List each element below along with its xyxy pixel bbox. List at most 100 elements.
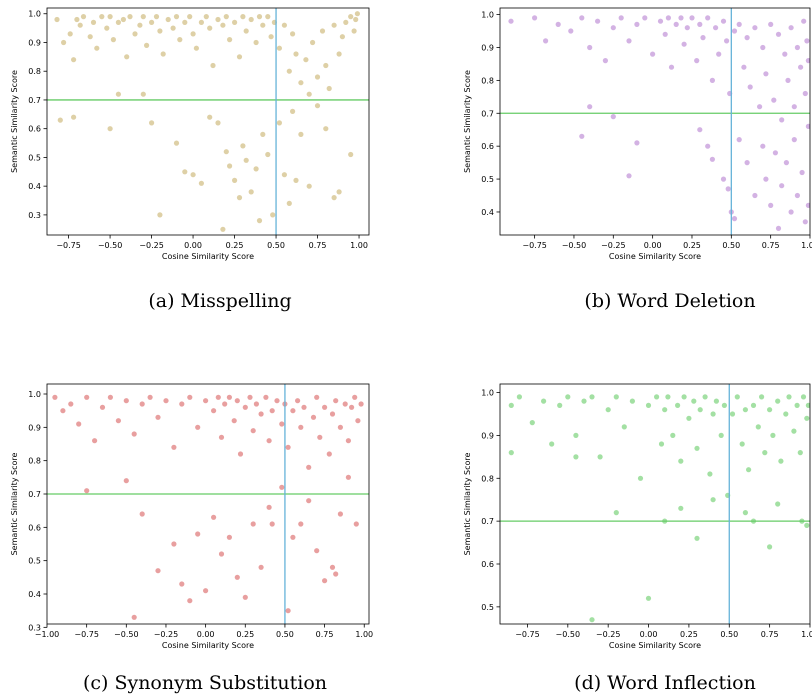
y-tick-label: 0.4	[28, 590, 41, 599]
scatter-point	[786, 394, 792, 400]
x-tick-label: 0.75	[316, 630, 334, 639]
scatter-point	[115, 418, 121, 424]
scatter-point	[691, 398, 697, 404]
x-tick-label: −0.75	[74, 630, 99, 639]
scatter-point	[60, 408, 66, 414]
scatter-point	[645, 402, 652, 408]
scatter-point	[266, 438, 272, 444]
scatter-point	[131, 614, 137, 620]
y-tick-label: 1.0	[28, 390, 41, 399]
scatter-point	[211, 408, 217, 414]
scatter-point	[785, 77, 791, 83]
scatter-point	[236, 195, 243, 201]
scatter-point	[195, 531, 201, 537]
y-axis-label: Semantic Similarity Score	[463, 453, 472, 556]
scatter-point	[799, 169, 805, 176]
scatter-point	[565, 394, 571, 400]
scatter-point	[54, 16, 60, 23]
scatter-point	[173, 140, 180, 146]
scatter-point	[662, 31, 668, 37]
scatter-point	[306, 498, 312, 504]
scatter-point	[227, 163, 233, 169]
scatter-point	[301, 404, 307, 410]
scatter-point	[358, 401, 364, 407]
scatter-point	[160, 51, 166, 57]
scatter-point	[709, 156, 716, 162]
y-tick-label: 0.3	[28, 623, 41, 632]
scatter-point	[508, 18, 514, 24]
scatter-point	[629, 398, 636, 404]
scatter-point	[779, 183, 785, 189]
scatter-point	[686, 415, 692, 421]
scatter-point	[731, 28, 738, 34]
scatter-point	[268, 34, 274, 40]
x-tick-label: 0.00	[640, 630, 658, 639]
scatter-point	[529, 420, 535, 426]
scatter-point	[298, 131, 304, 137]
y-tick-label: 1.0	[481, 11, 494, 20]
x-tick-label: 0.25	[680, 630, 698, 639]
y-tick-label: 0.6	[28, 125, 41, 134]
scatter-point	[788, 209, 794, 215]
scatter-point	[768, 202, 774, 208]
scatter-point	[587, 104, 593, 110]
scatter-point	[222, 401, 228, 407]
scatter-point	[76, 421, 82, 427]
scatter-point	[107, 394, 113, 400]
scatter-point	[681, 41, 687, 47]
scatter-point	[61, 39, 67, 46]
scatter-point	[348, 14, 354, 20]
scatter-point	[742, 407, 749, 413]
scatter-point	[805, 202, 810, 208]
scatter-point	[741, 64, 747, 70]
scatter-point	[662, 407, 668, 413]
scatter-point	[532, 15, 538, 21]
scatter-point	[144, 42, 150, 49]
scatter-point	[132, 31, 138, 37]
scatter-point	[265, 14, 271, 20]
scatter-point	[198, 180, 204, 186]
y-tick-label: 0.5	[28, 557, 41, 566]
y-tick-label: 0.8	[481, 76, 494, 85]
scatter-point	[613, 394, 619, 400]
scatter-point	[306, 91, 312, 97]
scatter-point	[203, 588, 209, 594]
scatter-point	[155, 414, 161, 420]
scatter-point	[163, 398, 169, 404]
scatter-point	[115, 91, 121, 97]
scatter-point	[670, 432, 676, 438]
scatter-point	[155, 568, 161, 574]
scatter-point	[290, 108, 296, 114]
scatter-point	[227, 37, 233, 43]
y-tick-label: 0.5	[481, 175, 494, 184]
scatter-point	[775, 398, 781, 404]
scatter-point	[621, 424, 627, 430]
scatter-point	[256, 218, 263, 224]
scatter-point	[322, 404, 328, 410]
scatter-point	[298, 424, 304, 430]
scatter-point	[634, 21, 640, 27]
scatter-point	[694, 445, 700, 451]
scatter-point	[581, 398, 587, 404]
scatter-point	[92, 438, 98, 444]
scatter-point	[253, 166, 259, 172]
scatter-point	[637, 475, 644, 481]
y-tick-label: 0.7	[28, 490, 41, 499]
scatter-point	[709, 77, 716, 83]
scatter-point	[226, 534, 232, 540]
scatter-point	[256, 14, 263, 20]
scatter-point	[314, 394, 320, 400]
x-tick-label: −0.25	[601, 241, 626, 250]
scatter-point	[794, 44, 801, 51]
scatter-point	[597, 454, 603, 460]
scatter-point	[248, 16, 254, 23]
scatter-point	[626, 38, 632, 44]
scatter-point	[762, 450, 768, 456]
scatter-point	[772, 150, 779, 156]
scatter-point	[352, 394, 358, 400]
x-tick-label: 0.25	[226, 241, 244, 250]
scatter-point	[783, 160, 790, 166]
scatter-point	[339, 34, 345, 40]
panel-word-inflection: −0.75 −0.50 −0.25 0.00 0.25 0.50 0.75 1.00 0.5 0.…	[463, 383, 812, 694]
scatter-point	[149, 19, 155, 25]
